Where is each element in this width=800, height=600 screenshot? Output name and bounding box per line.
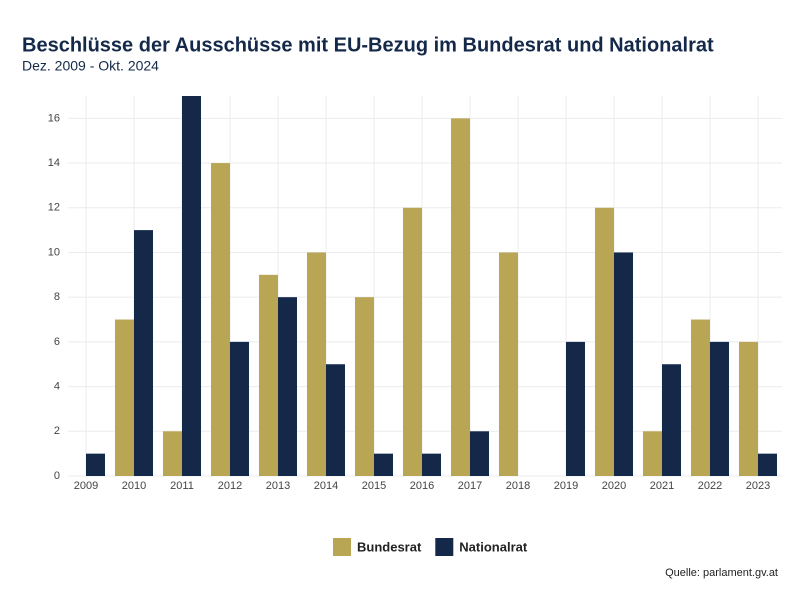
legend-swatch bbox=[435, 538, 454, 556]
bar bbox=[758, 453, 777, 476]
bar bbox=[374, 453, 393, 476]
bar bbox=[230, 341, 249, 476]
y-tick-label: 12 bbox=[48, 202, 60, 214]
bar bbox=[355, 297, 374, 476]
x-tick-label: 2020 bbox=[602, 480, 626, 492]
x-tick-label: 2015 bbox=[362, 480, 386, 492]
source: Quelle: parlament.gv.at bbox=[665, 567, 778, 579]
y-tick-label: 8 bbox=[54, 291, 60, 303]
bar bbox=[211, 163, 230, 476]
bar bbox=[710, 341, 729, 476]
bar bbox=[326, 364, 345, 476]
y-tick-label: 2 bbox=[54, 425, 60, 437]
y-tick-label: 4 bbox=[54, 380, 60, 392]
x-tick-label: 2011 bbox=[170, 480, 194, 492]
bar bbox=[691, 319, 710, 476]
bar bbox=[115, 319, 134, 476]
x-tick-label: 2012 bbox=[218, 480, 242, 492]
y-tick-label: 14 bbox=[48, 157, 60, 169]
bar bbox=[307, 252, 326, 476]
legend-label: Bundesrat bbox=[357, 539, 422, 554]
x-tick-label: 2019 bbox=[554, 480, 578, 492]
bar bbox=[614, 252, 633, 476]
bar bbox=[643, 431, 662, 476]
bar bbox=[451, 118, 470, 477]
x-tick-label: 2023 bbox=[746, 480, 770, 492]
y-tick-label: 16 bbox=[48, 112, 60, 124]
y-tick-label: 0 bbox=[54, 470, 60, 482]
bar bbox=[470, 431, 489, 476]
bar bbox=[662, 364, 681, 476]
bar bbox=[86, 453, 105, 476]
chart-title: Beschlüsse der Ausschüsse mit EU-Bezug i… bbox=[22, 34, 714, 56]
y-tick-label: 10 bbox=[48, 246, 60, 258]
bar bbox=[499, 252, 518, 476]
legend-swatch bbox=[333, 538, 351, 556]
bar bbox=[259, 274, 278, 476]
bar bbox=[403, 207, 422, 476]
x-tick-label: 2017 bbox=[458, 480, 482, 492]
bar bbox=[163, 431, 182, 476]
bar bbox=[566, 341, 585, 476]
bar bbox=[739, 341, 758, 476]
legend-label: Nationalrat bbox=[459, 539, 528, 554]
bar bbox=[134, 230, 153, 476]
chart-subtitle: Dez. 2009 - Okt. 2024 bbox=[22, 58, 159, 74]
bar bbox=[595, 207, 614, 476]
x-tick-label: 2009 bbox=[74, 480, 98, 492]
x-tick-label: 2016 bbox=[410, 480, 434, 492]
y-tick-label: 6 bbox=[54, 336, 60, 348]
x-tick-label: 2013 bbox=[266, 480, 290, 492]
x-tick-label: 2018 bbox=[506, 480, 530, 492]
x-tick-label: 2022 bbox=[698, 480, 722, 492]
bar bbox=[278, 297, 297, 476]
x-tick-label: 2014 bbox=[314, 480, 338, 492]
bar bbox=[422, 453, 441, 476]
x-tick-label: 2021 bbox=[650, 480, 674, 492]
x-tick-label: 2010 bbox=[122, 480, 146, 492]
bar bbox=[182, 96, 201, 476]
